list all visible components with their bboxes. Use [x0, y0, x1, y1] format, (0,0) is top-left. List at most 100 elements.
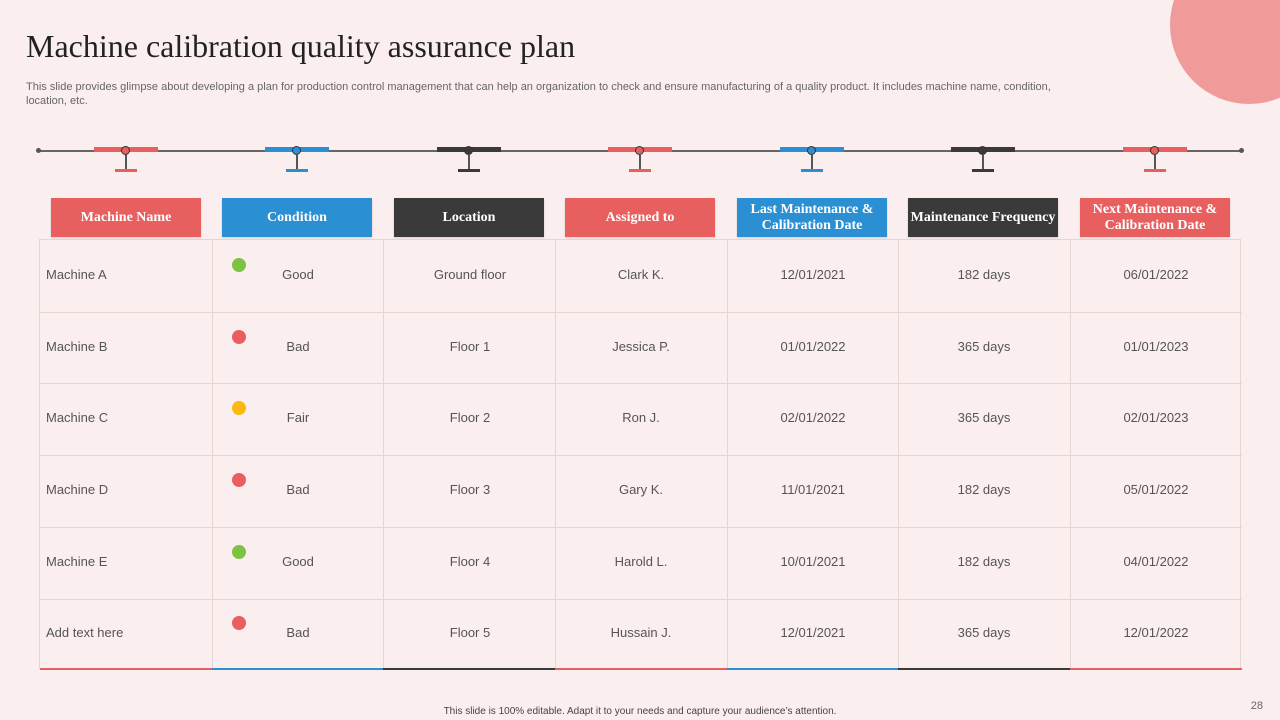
- timeline-marker-stem: [468, 155, 470, 169]
- timeline-end-dot: [1239, 148, 1244, 153]
- status-bad-dot: [232, 616, 246, 630]
- location-cell: Floor 1: [449, 339, 491, 354]
- condition-cell: Bad: [286, 625, 310, 640]
- next-cell: 02/01/2023: [1123, 410, 1189, 425]
- timeline-marker-dot: [978, 146, 987, 155]
- column-bottom-accent: [555, 668, 727, 670]
- timeline-marker-foot: [115, 169, 137, 172]
- row-divider: [40, 383, 1242, 384]
- timeline-marker-stem: [639, 155, 641, 169]
- maintenance-table: Machine A Good Ground floor Clark K. 12/01/2…: [39, 239, 1242, 670]
- status-good-dot: [232, 258, 246, 272]
- column-header-label: Next Maintenance & Calibration Date: [1092, 201, 1218, 233]
- column-header-label: Assigned to: [605, 209, 675, 225]
- column-header: Next Maintenance & Calibration Date: [1080, 198, 1230, 237]
- assigned-cell: Gary K.: [618, 482, 664, 497]
- location-cell: Ground floor: [433, 267, 507, 282]
- assigned-cell: Jessica P.: [612, 339, 670, 354]
- column-header-label: Last Maintenance & Calibration Date: [750, 201, 874, 233]
- row-divider: [40, 599, 1242, 600]
- timeline-marker: [437, 146, 501, 176]
- slide-subtitle: This slide provides glimpse about develo…: [26, 81, 1051, 107]
- last-cell: 11/01/2021: [780, 482, 846, 497]
- last-cell: 10/01/2021: [780, 554, 846, 569]
- timeline-marker-foot: [458, 169, 480, 172]
- timeline-marker-stem: [811, 155, 813, 169]
- next-cell: 06/01/2022: [1123, 267, 1189, 282]
- status-bad-dot: [232, 330, 246, 344]
- timeline-marker-stem: [296, 155, 298, 169]
- location-cell: Floor 5: [449, 625, 491, 640]
- slide-title: Machine calibration quality assurance pl…: [26, 28, 576, 64]
- timeline-marker-dot: [292, 146, 301, 155]
- timeline-marker-stem: [1154, 155, 1156, 169]
- status-bad-dot: [232, 473, 246, 487]
- frequency-cell: 182 days: [957, 267, 1011, 282]
- location-cell: Floor 2: [449, 410, 491, 425]
- timeline-marker-dot: [464, 146, 473, 155]
- timeline-marker-stem: [982, 155, 984, 169]
- assigned-cell: Clark K.: [617, 267, 665, 282]
- next-cell: 01/01/2023: [1123, 339, 1189, 354]
- frequency-cell: 182 days: [957, 482, 1011, 497]
- condition-cell: Fair: [286, 410, 310, 425]
- timeline-marker: [780, 146, 844, 176]
- page-number: 28: [1250, 700, 1263, 712]
- column-bottom-accent: [727, 668, 898, 670]
- column-header-label: Machine Name: [80, 209, 172, 225]
- row-divider: [40, 455, 1242, 456]
- timeline-marker: [608, 146, 672, 176]
- timeline-marker-foot: [629, 169, 651, 172]
- timeline-marker-dot: [807, 146, 816, 155]
- column-bottom-accent: [898, 668, 1070, 670]
- timeline-marker-stem: [125, 155, 127, 169]
- last-cell: 12/01/2021: [780, 625, 846, 640]
- column-header: Condition: [222, 198, 372, 237]
- column-header: Assigned to: [565, 198, 715, 237]
- footer-note: This slide is 100% editable. Adapt it to…: [443, 706, 837, 717]
- column-header-label: Location: [442, 209, 496, 225]
- column-bottom-accent: [1070, 668, 1242, 670]
- column-bottom-accent: [212, 668, 383, 670]
- status-good-dot: [232, 545, 246, 559]
- condition-cell: Good: [282, 267, 314, 282]
- assigned-cell: Ron J.: [622, 410, 660, 425]
- column-header-label: Maintenance Frequency: [910, 209, 1056, 225]
- column-bottom-accent: [383, 668, 555, 670]
- assigned-cell: Harold L.: [614, 554, 668, 569]
- row-divider: [40, 527, 1242, 528]
- frequency-cell: 182 days: [957, 554, 1011, 569]
- last-cell: 02/01/2022: [780, 410, 846, 425]
- timeline-marker-dot: [121, 146, 130, 155]
- column-header: Location: [394, 198, 544, 237]
- frequency-cell: 365 days: [957, 625, 1011, 640]
- machine-name-cell: Machine C: [46, 410, 109, 425]
- column-header: Last Maintenance & Calibration Date: [737, 198, 887, 237]
- timeline: [0, 140, 1280, 176]
- next-cell: 12/01/2022: [1123, 625, 1189, 640]
- timeline-marker-foot: [1144, 169, 1166, 172]
- timeline-start-dot: [36, 148, 41, 153]
- machine-name-cell: Machine D: [46, 482, 109, 497]
- machine-name-cell: Machine E: [46, 554, 108, 569]
- timeline-marker-foot: [972, 169, 994, 172]
- timeline-marker-dot: [635, 146, 644, 155]
- machine-name-cell: Machine A: [46, 267, 107, 282]
- location-cell: Floor 3: [449, 482, 491, 497]
- machine-name-cell: Machine B: [46, 339, 108, 354]
- next-cell: 05/01/2022: [1123, 482, 1189, 497]
- timeline-marker: [951, 146, 1015, 176]
- assigned-cell: Hussain J.: [610, 625, 672, 640]
- column-header: Maintenance Frequency: [908, 198, 1058, 237]
- row-divider: [40, 312, 1242, 313]
- timeline-marker-foot: [286, 169, 308, 172]
- condition-cell: Bad: [286, 339, 310, 354]
- column-header-label: Condition: [267, 209, 327, 225]
- machine-name-cell: Add text here: [46, 625, 124, 640]
- location-cell: Floor 4: [449, 554, 491, 569]
- timeline-marker: [265, 146, 329, 176]
- condition-cell: Bad: [286, 482, 310, 497]
- column-header: Machine Name: [51, 198, 201, 237]
- timeline-marker: [94, 146, 158, 176]
- timeline-marker: [1123, 146, 1187, 176]
